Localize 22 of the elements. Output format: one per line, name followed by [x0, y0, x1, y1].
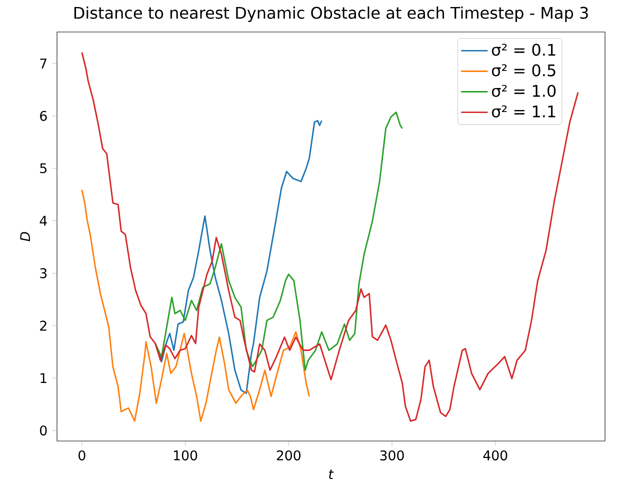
y-tick-label: 4 — [40, 216, 47, 226]
y-tick-label: 2 — [40, 320, 46, 331]
y-tick-label: 5 — [40, 163, 46, 174]
y-axis-title: D — [20, 232, 30, 242]
y-tick-label: 0 — [40, 425, 47, 436]
y-tick-label: 6 — [40, 110, 47, 121]
legend-label: σ² = 0.5 — [492, 64, 556, 76]
line-series — [81, 189, 310, 422]
x-tick-label: 400 — [483, 450, 508, 460]
line-series — [154, 111, 404, 371]
y-tick-label: 3 — [40, 268, 47, 278]
y-tick-label: 7 — [40, 58, 46, 68]
x-tick-label: 200 — [276, 450, 300, 460]
x-tick-label: 100 — [174, 450, 198, 460]
x-tick-label: 0 — [78, 450, 86, 460]
chart-title: Distance to nearest Dynamic Obstacle at each Timestep - Map 3 — [74, 6, 588, 22]
legend-label: σ² = 1.0 — [492, 84, 556, 97]
x-axis-title: t — [329, 470, 334, 479]
legend-label: σ² = 0.1 — [492, 44, 556, 56]
x-tick-label: 300 — [380, 450, 404, 460]
legend-label: σ² = 1.1 — [492, 105, 556, 118]
y-tick-label: 1 — [40, 373, 46, 383]
